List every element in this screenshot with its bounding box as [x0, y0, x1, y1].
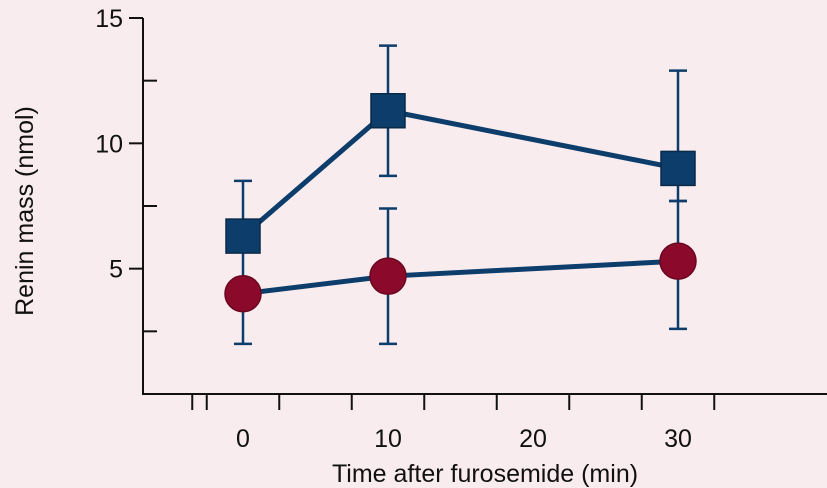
square-marker [660, 150, 696, 187]
y-axis-title: Renin mass (nmol) [11, 106, 39, 316]
x-tick-label: 20 [519, 425, 547, 453]
axes [129, 17, 827, 410]
square-marker [225, 218, 261, 254]
y-tick-label: 15 [95, 5, 123, 33]
error-bars [234, 44, 687, 346]
x-tick-label: 0 [236, 425, 250, 453]
circle-marker [369, 257, 407, 295]
series-circle-line [242, 258, 679, 297]
series-markers [224, 92, 697, 313]
series-lines [241, 108, 679, 297]
x-tick-label: 30 [664, 425, 692, 453]
y-tick-label: 5 [109, 256, 123, 284]
tick-labels: 5 10 15 0 10 20 30 [95, 5, 692, 453]
circle-marker [224, 274, 262, 313]
x-tick-label: 10 [374, 425, 402, 453]
y-tick-label: 10 [95, 130, 123, 158]
series-square-line [241, 108, 679, 238]
square-marker [370, 92, 406, 129]
circle-marker [659, 242, 697, 280]
x-axis-title: Time after furosemide (min) [332, 460, 638, 488]
